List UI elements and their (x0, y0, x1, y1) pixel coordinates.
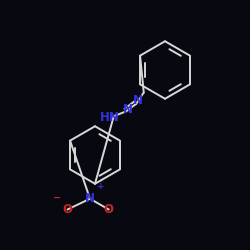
Text: +: + (98, 182, 105, 191)
Text: HN: HN (100, 111, 119, 124)
Text: O: O (62, 203, 72, 216)
Text: N: N (133, 94, 143, 107)
Text: N: N (122, 103, 132, 116)
Text: N: N (85, 192, 95, 205)
Text: O: O (104, 203, 114, 216)
Text: −: − (53, 193, 61, 203)
